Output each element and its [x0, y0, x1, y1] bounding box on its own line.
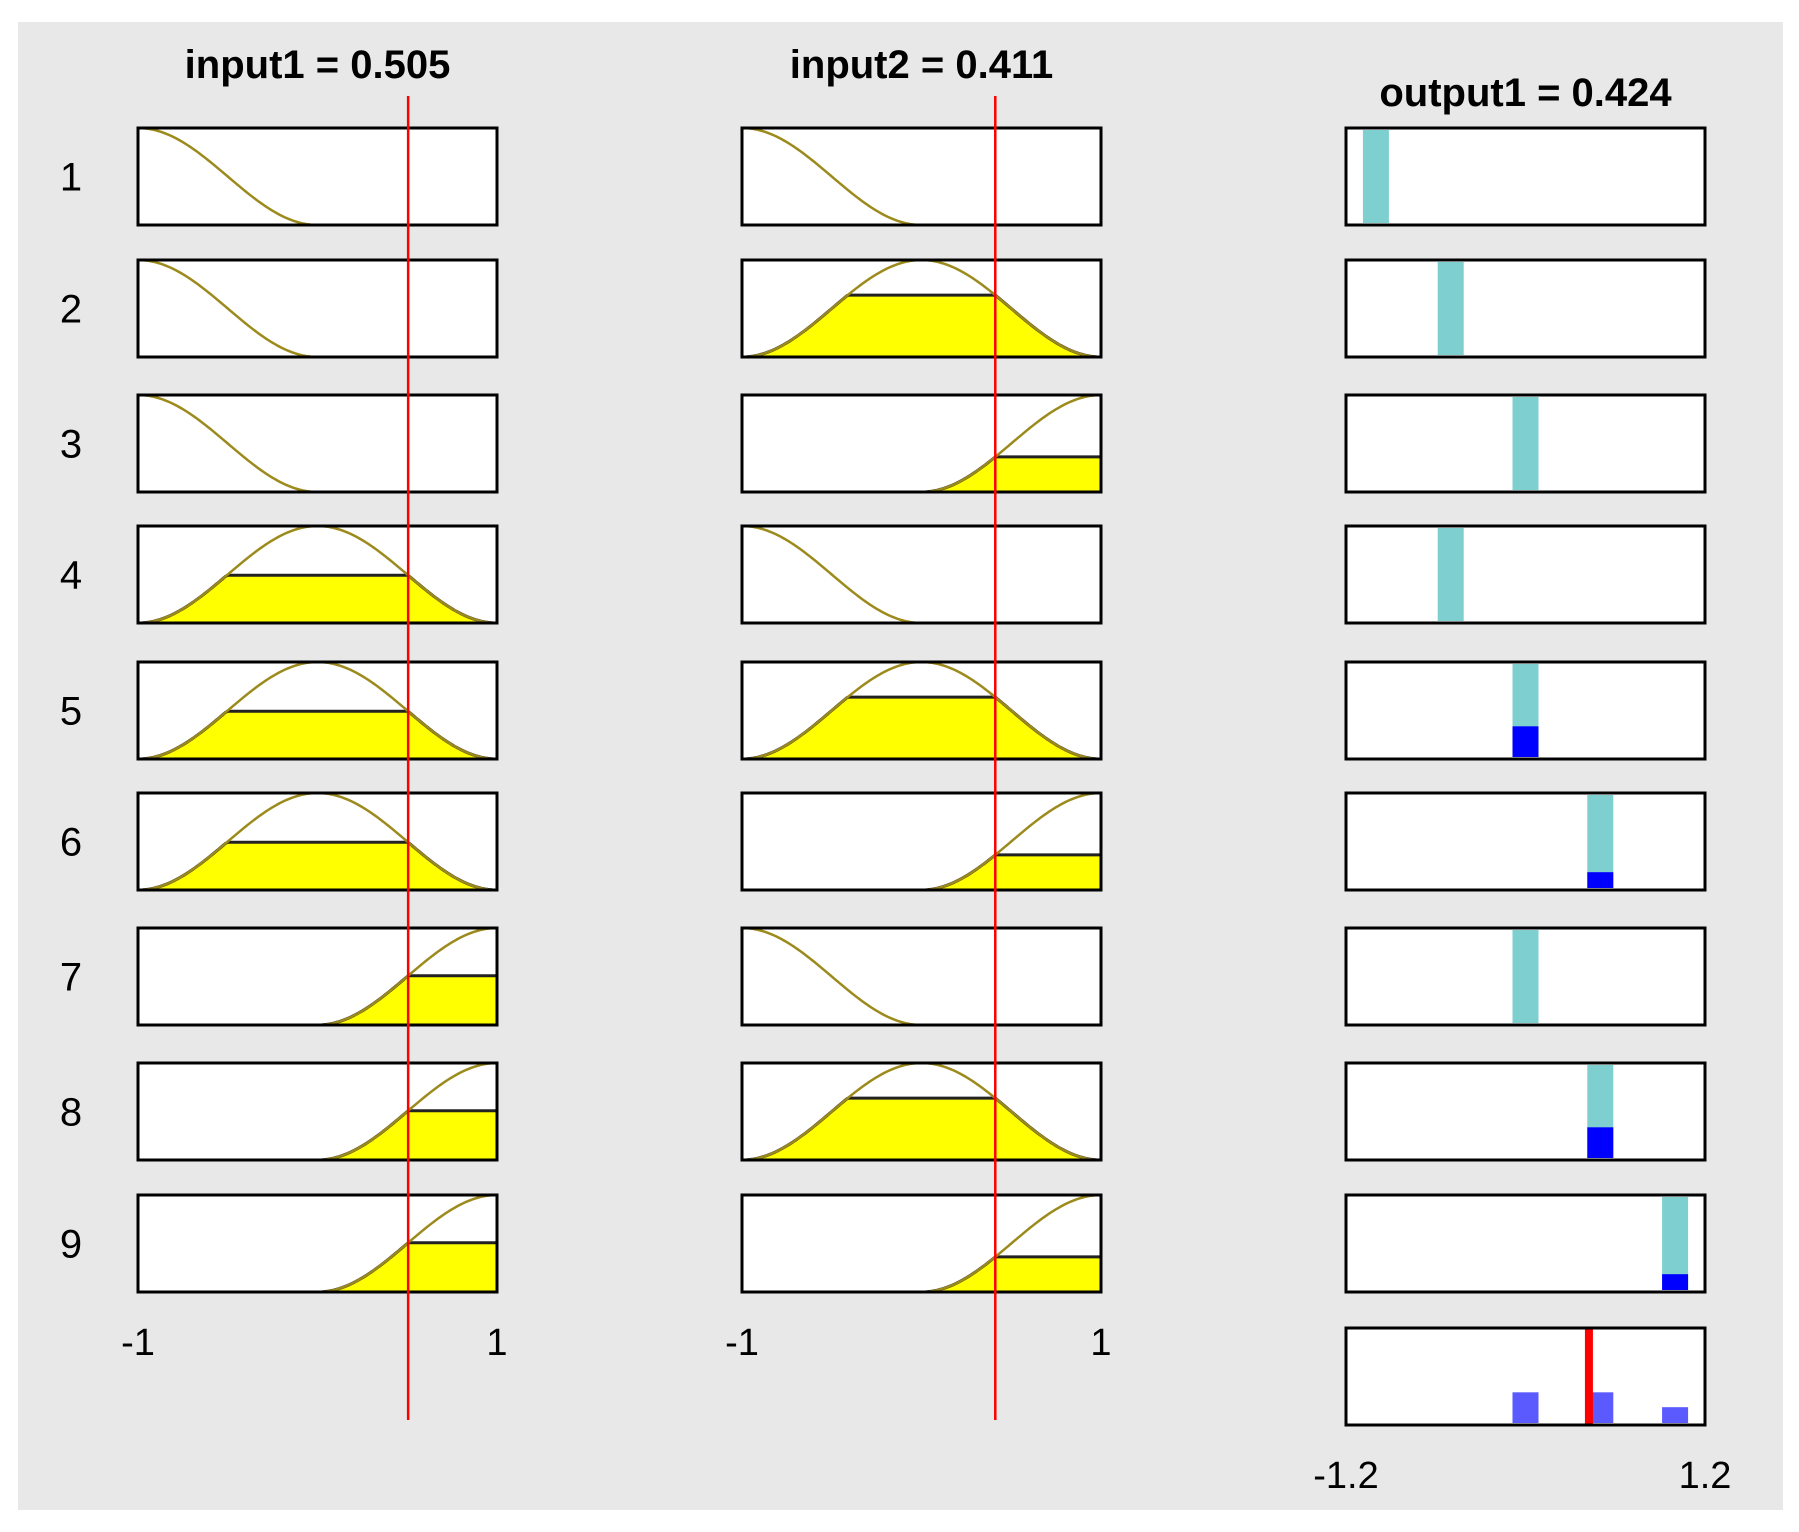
input1-title: input1 = 0.505 [185, 43, 451, 87]
input2-rule-9-panel [740, 1193, 1103, 1294]
rule-number-2: 2 [60, 288, 82, 332]
panel-border [1344, 1061, 1707, 1162]
panel-border [740, 524, 1103, 625]
output1-rule-8-panel [1344, 1061, 1707, 1162]
input1-rule-8-panel [136, 1061, 499, 1162]
output1-tick-max: 1.2 [1679, 1455, 1732, 1497]
panel-border [136, 393, 499, 494]
output-firing-strength [1662, 1274, 1689, 1290]
input1-rule-5-panel [136, 660, 499, 761]
rule-number-3: 3 [60, 423, 82, 467]
panel-border [740, 791, 1103, 892]
panel-border [136, 524, 499, 625]
panel-border [1344, 660, 1707, 761]
input2-rule-7-panel [740, 926, 1103, 1027]
panel-border [1344, 1326, 1707, 1427]
aggregate-bar [1512, 1392, 1539, 1423]
rule-number-8: 8 [60, 1091, 82, 1135]
input2-rule-2-panel [740, 258, 1103, 359]
rule-number-9: 9 [60, 1223, 82, 1267]
panel-area [1346, 1063, 1705, 1160]
input1-rule-3-panel [136, 393, 499, 494]
panel-area [1346, 526, 1705, 623]
panel-border [1344, 258, 1707, 359]
input2-title: input2 = 0.411 [790, 43, 1053, 87]
output-singleton [1437, 262, 1464, 355]
input1-rule-9-panel [136, 1193, 499, 1294]
panel-border [136, 1061, 499, 1162]
input2-rule-1-panel [740, 126, 1103, 227]
panel-border [1344, 524, 1707, 625]
panel-area [1346, 1195, 1705, 1292]
rule-number-5: 5 [60, 690, 82, 734]
input1-rule-6-panel [136, 791, 499, 892]
panel-border [136, 926, 499, 1027]
panel-border [136, 660, 499, 761]
input2-rule-4-panel [740, 524, 1103, 625]
output1-rule-5-panel [1344, 660, 1707, 761]
panel-border [740, 1193, 1103, 1294]
output1-aggregate-panel [1344, 1326, 1707, 1427]
panel-border [1344, 393, 1707, 494]
panel-border [740, 393, 1103, 494]
panel-area [138, 395, 497, 492]
output1-rule-3-panel [1344, 393, 1707, 494]
panel-border [136, 126, 499, 227]
rule-number-6: 6 [60, 821, 82, 865]
rule-number-7: 7 [60, 956, 82, 1000]
panel-area [742, 928, 1101, 1025]
panel-area [742, 526, 1101, 623]
output1-tick-min: -1.2 [1313, 1455, 1378, 1497]
panel-border [136, 791, 499, 892]
input1-tick-max: 1 [486, 1322, 507, 1364]
input2-rule-8-panel [740, 1061, 1103, 1162]
panel-border [740, 258, 1103, 359]
panel-border [1344, 791, 1707, 892]
input2-tick-max: 1 [1090, 1322, 1111, 1364]
input1-tick-min: -1 [121, 1322, 155, 1364]
output-singleton [1362, 130, 1389, 223]
panel-area [138, 260, 497, 357]
panel-border [1344, 926, 1707, 1027]
output-singleton [1512, 397, 1539, 490]
panel-border [136, 258, 499, 359]
panel-area [138, 128, 497, 225]
input1-rule-2-panel [136, 258, 499, 359]
rule-number-1: 1 [60, 156, 82, 200]
input2-tick-min: -1 [725, 1322, 759, 1364]
output1-title: output1 = 0.424 [1379, 71, 1672, 115]
input2-rule-5-panel [740, 660, 1103, 761]
output1-rule-4-panel [1344, 524, 1707, 625]
output-firing-strength [1587, 872, 1614, 888]
input2-rule-6-panel [740, 791, 1103, 892]
input1-rule-7-panel [136, 926, 499, 1027]
panel-border [740, 660, 1103, 761]
input1-rule-1-panel [136, 126, 499, 227]
output1-rule-6-panel [1344, 791, 1707, 892]
output1-rule-7-panel [1344, 926, 1707, 1027]
input1-rule-4-panel [136, 524, 499, 625]
input2-rule-3-panel [740, 393, 1103, 494]
panel-area [1346, 260, 1705, 357]
output1-rule-2-panel [1344, 258, 1707, 359]
panel-area [1346, 128, 1705, 225]
output1-rule-1-panel [1344, 126, 1707, 227]
rule-number-4: 4 [60, 554, 82, 598]
panel-border [1344, 126, 1707, 227]
panel-border [136, 1193, 499, 1294]
output-singleton [1437, 528, 1464, 621]
panel-border [1344, 1193, 1707, 1294]
panel-border [740, 926, 1103, 1027]
output-firing-strength [1512, 726, 1539, 757]
panel-area [742, 128, 1101, 225]
panel-border [740, 1061, 1103, 1162]
output-firing-strength [1587, 1127, 1614, 1158]
panel-area [1346, 793, 1705, 890]
panel-border [740, 126, 1103, 227]
output-singleton [1512, 930, 1539, 1023]
output1-rule-9-panel [1344, 1193, 1707, 1294]
aggregate-bar [1662, 1407, 1689, 1423]
